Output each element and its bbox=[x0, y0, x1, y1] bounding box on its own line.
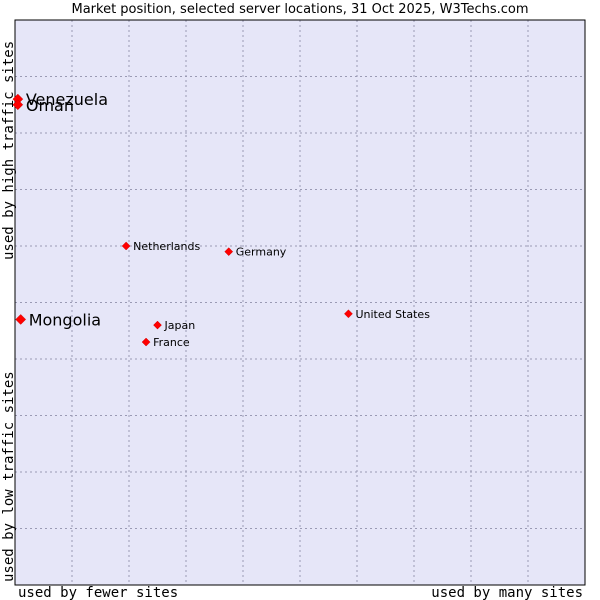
label-france: France bbox=[153, 336, 190, 349]
x-axis-label-high: used by many sites bbox=[431, 585, 583, 600]
point-mongolia bbox=[15, 314, 27, 325]
label-venezuela: Venezuela bbox=[26, 90, 108, 109]
point-united-states bbox=[344, 309, 353, 319]
point-france bbox=[141, 337, 151, 347]
plot-border bbox=[14, 19, 586, 586]
label-oman: Oman bbox=[26, 96, 74, 115]
y-axis-label-low: used by low traffic sites bbox=[1, 371, 17, 582]
point-netherlands bbox=[121, 241, 131, 251]
x-axis-label-low: used by fewer sites bbox=[18, 585, 178, 600]
point-japan bbox=[153, 320, 162, 330]
label-japan: Japan bbox=[164, 319, 196, 332]
point-germany bbox=[224, 247, 234, 257]
label-netherlands: Netherlands bbox=[133, 240, 200, 253]
chart-title: Market position, selected server locatio… bbox=[71, 2, 529, 17]
y-axis-label-high: used by high traffic sites bbox=[1, 41, 17, 260]
grid-lines bbox=[15, 20, 585, 585]
label-mongolia: Mongolia bbox=[29, 310, 101, 329]
point-oman bbox=[12, 99, 24, 111]
label-germany: Germany bbox=[236, 246, 287, 259]
label-united-states: United States bbox=[355, 308, 430, 321]
